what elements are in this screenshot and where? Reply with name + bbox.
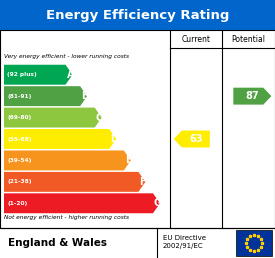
Polygon shape: [4, 129, 116, 149]
Text: 87: 87: [246, 91, 259, 101]
Polygon shape: [174, 131, 210, 148]
Polygon shape: [0, 0, 275, 30]
Text: B: B: [81, 91, 89, 101]
Text: Energy Efficiency Rating: Energy Efficiency Rating: [46, 9, 229, 21]
Text: (21-38): (21-38): [7, 179, 32, 184]
Text: 63: 63: [189, 134, 203, 144]
Text: England & Wales: England & Wales: [8, 238, 107, 248]
Text: D: D: [110, 134, 118, 144]
Text: E: E: [125, 155, 131, 165]
Text: Current: Current: [181, 35, 210, 44]
Polygon shape: [233, 88, 271, 104]
Text: (69-80): (69-80): [7, 115, 31, 120]
Polygon shape: [4, 172, 145, 192]
Text: (1-20): (1-20): [7, 201, 27, 206]
Polygon shape: [4, 193, 160, 213]
Text: (81-91): (81-91): [7, 94, 31, 99]
Text: F: F: [139, 177, 146, 187]
Text: (39-54): (39-54): [7, 158, 31, 163]
Text: (55-68): (55-68): [7, 136, 32, 141]
Polygon shape: [4, 86, 87, 106]
Text: Very energy efficient - lower running costs: Very energy efficient - lower running co…: [4, 54, 129, 59]
Text: C: C: [96, 112, 103, 123]
Text: Potential: Potential: [231, 35, 265, 44]
Polygon shape: [236, 230, 272, 256]
Text: Not energy efficient - higher running costs: Not energy efficient - higher running co…: [4, 215, 129, 221]
Text: EU Directive
2002/91/EC: EU Directive 2002/91/EC: [163, 235, 206, 249]
Polygon shape: [4, 108, 102, 127]
Text: A: A: [67, 70, 74, 80]
Polygon shape: [4, 150, 131, 170]
Text: G: G: [154, 198, 162, 208]
Polygon shape: [4, 65, 73, 85]
Text: (92 plus): (92 plus): [7, 72, 37, 77]
